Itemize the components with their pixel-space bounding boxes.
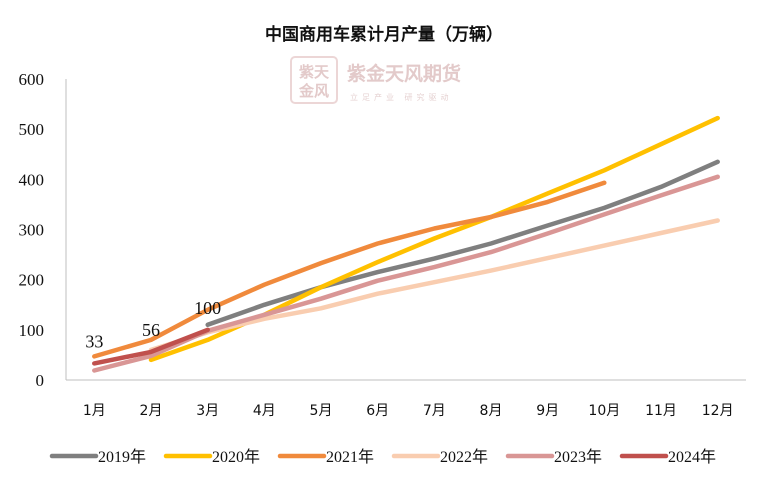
legend-label: 2024年 xyxy=(668,448,716,466)
chart-title: 中国商用车累计月产量（万辆） xyxy=(265,24,503,45)
x-tick-label: 5月 xyxy=(310,403,333,419)
legend-item-2023年: 2023年 xyxy=(505,448,602,466)
x-tick-label: 1月 xyxy=(83,403,106,419)
watermark-seal xyxy=(290,56,338,104)
x-tick-label: 2月 xyxy=(140,403,163,419)
x-tick-label: 9月 xyxy=(536,403,559,419)
legend-item-2020年: 2020年 xyxy=(163,448,260,466)
x-tick-label: 12月 xyxy=(702,403,734,419)
watermark-brand: 紫金天风期货 xyxy=(347,62,461,85)
series-line-2024年 xyxy=(92,327,210,366)
x-axis: 1月 2月 3月 4月 5月 6月 7月 8月 9月 10月 11月 12月 xyxy=(66,379,746,419)
data-label: 33 xyxy=(85,331,103,351)
legend-item-2019年: 2019年 xyxy=(49,448,146,466)
series-line-2021年 xyxy=(92,180,607,359)
watermark: 紫天 金风 紫金天风期货 立足产业 研究驱动 xyxy=(290,56,461,104)
legend: 2019年 2020年 2021年 2022年 2023年 2024年 xyxy=(49,448,716,466)
x-tick-label: 7月 xyxy=(423,403,446,419)
watermark-slogan: 立足产业 研究驱动 xyxy=(350,92,453,102)
x-tick-label: 6月 xyxy=(366,403,389,419)
legend-item-2022年: 2022年 xyxy=(391,448,488,466)
legend-label: 2023年 xyxy=(554,448,602,466)
legend-item-2024年: 2024年 xyxy=(619,448,716,466)
y-tick-label: 0 xyxy=(36,371,45,390)
x-tick-label: 11月 xyxy=(645,403,677,419)
series-line-2019年 xyxy=(205,159,720,328)
y-tick-label: 300 xyxy=(19,221,45,240)
y-axis: 0 100 200 300 400 500 600 xyxy=(19,70,67,390)
y-tick-label: 400 xyxy=(19,170,45,189)
x-tick-label: 8月 xyxy=(480,403,503,419)
y-tick-label: 600 xyxy=(19,70,45,89)
series-line-2022年 xyxy=(148,218,720,353)
watermark-seal-line-1: 紫天 xyxy=(299,63,330,81)
series-line-2023年 xyxy=(92,174,720,373)
data-label: 100 xyxy=(194,298,221,318)
x-tick-label: 3月 xyxy=(196,403,219,419)
legend-label: 2019年 xyxy=(98,448,146,466)
y-tick-label: 100 xyxy=(19,321,45,340)
series-layer xyxy=(92,115,720,373)
y-tick-label: 200 xyxy=(19,271,45,290)
legend-item-2021年: 2021年 xyxy=(277,448,374,466)
legend-label: 2021年 xyxy=(326,448,374,466)
legend-label: 2020年 xyxy=(212,448,260,466)
watermark-seal-line-2: 金风 xyxy=(298,82,329,100)
x-tick-label: 10月 xyxy=(588,403,620,419)
y-tick-label: 500 xyxy=(19,120,45,139)
x-tick-label: 4月 xyxy=(253,403,276,419)
legend-label: 2022年 xyxy=(440,448,488,466)
data-label: 56 xyxy=(142,320,160,340)
data-labels: 33 56 100 xyxy=(85,298,221,352)
